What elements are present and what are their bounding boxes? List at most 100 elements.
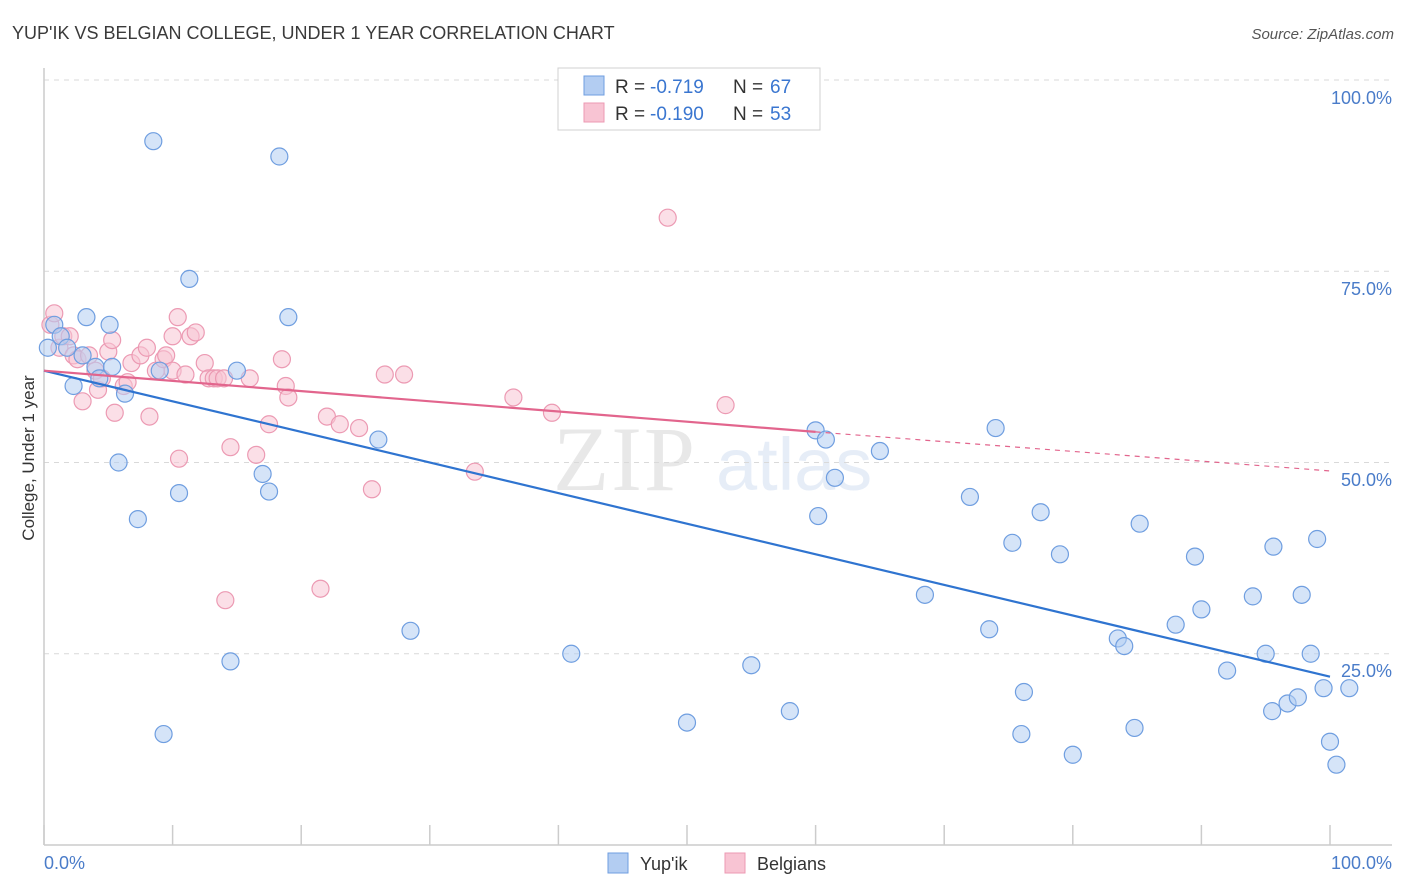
yupik-point [1340,679,1359,698]
yupik-point [915,585,935,604]
yupik-point [221,652,240,671]
belgians-point [103,331,122,350]
yupik-point [1115,636,1134,656]
yupik-point [1014,682,1034,702]
belgians-point [216,591,235,610]
watermark-atlas: atlas [716,423,872,506]
legend-n-value-yupik: 67 [770,77,791,98]
stats-legend: R = -0.719 N = 67 R = -0.190 N = 53 [557,67,821,131]
legend-n-value-belgians: 53 [770,104,791,125]
legend-r-label-belgians: R = [615,104,645,125]
watermark-zip: ZIP [553,408,697,510]
belgians-point [542,403,562,422]
bottom-legend-label-belgians: Belgians [757,854,826,874]
yupik-point [1050,545,1070,564]
legend-r-value-yupik: -0.719 [650,77,704,98]
yupik-point [38,338,57,357]
y-tick-label-75: 75.0% [1341,279,1392,299]
belgians-point [272,350,292,369]
yupik-point [1003,533,1022,552]
yupik-point [253,464,272,484]
yupik-point [401,621,420,640]
watermark: ZIP atlas [553,408,872,510]
y-tick-labels: 100.0% 75.0% 50.0% 25.0% [1331,88,1392,681]
bottom-legend-label-yupik: Yup'ik [640,854,688,874]
yupik-point [960,487,980,507]
belgians-point [163,327,182,346]
yupik-point [980,620,999,639]
yupik-point [1327,755,1346,774]
series-yupik-points [38,132,1359,774]
y-tick-label-50: 50.0% [1341,470,1392,490]
belgians-point [186,323,205,342]
yupik-point [825,468,844,487]
belgians-point [330,415,349,434]
bottom-legend-swatch-yupik [607,852,629,874]
chart-title: YUP'IK VS BELGIAN COLLEGE, UNDER 1 YEAR … [12,23,615,43]
y-tick-label-100: 100.0% [1331,88,1392,108]
yupik-point [77,308,96,327]
yupik-point [1292,585,1311,604]
yupik-point [1063,745,1082,764]
belgians-point [140,407,159,426]
yupik-point [73,346,92,365]
belgians-point [504,388,523,407]
yupik-point [1218,661,1237,680]
legend-n-label-yupik: N = [733,77,763,98]
yupik-point [1264,537,1283,556]
yupik-point [742,656,761,675]
belgians-point [221,438,240,457]
yupik-point [270,147,289,166]
yupik-point [1031,503,1050,522]
legend-n-label-belgians: N = [733,104,763,125]
yupik-point [1192,600,1211,619]
y-axis-label: College, Under 1 year [19,375,38,541]
belgians-point [716,396,735,415]
yupik-point [816,430,835,449]
yupik-point [1185,547,1205,566]
belgians-point [349,418,369,438]
belgians-trendline-extension [815,431,1331,472]
x-axis-ticks [43,825,1331,845]
belgians-point [73,392,92,411]
yupik-point [154,724,173,744]
yupik-point [1125,718,1144,738]
legend-swatch-belgians [583,102,605,123]
belgians-point [157,346,176,365]
yupik-point [1243,587,1262,606]
belgians-trendline [43,369,816,433]
yupik-point [1130,514,1149,533]
yupik-point [169,484,189,503]
belgians-point [311,579,330,598]
yupik-point [677,713,697,732]
yupik-point [562,644,581,663]
yupik-point [180,269,199,288]
bottom-legend: Yup'ik Belgians [607,852,826,874]
yupik-point [128,510,147,529]
yupik-point [780,702,799,721]
belgians-point [279,388,298,407]
legend-swatch-yupik [583,75,605,96]
yupik-point [279,308,298,327]
yupik-point [1263,702,1282,721]
belgians-point [176,365,195,384]
belgians-point [195,353,214,373]
yupik-point [1012,724,1031,744]
yupik-point [144,132,163,151]
yupik-point [1166,615,1185,634]
legend-r-value-belgians: -0.190 [650,104,704,125]
yupik-point [150,361,169,380]
yupik-point [1301,644,1320,663]
belgians-point [375,365,394,384]
legend-r-label-yupik: R = [615,77,645,98]
belgians-point [168,308,187,327]
yupik-point [1308,529,1327,549]
yupik-point [58,338,77,357]
belgians-point [247,445,266,464]
y-tick-label-25: 25.0% [1341,661,1392,681]
x-tick-label-0: 0.0% [44,853,85,873]
yupik-point [103,357,122,376]
yupik-point [100,315,119,334]
yupik-point [1288,688,1307,707]
